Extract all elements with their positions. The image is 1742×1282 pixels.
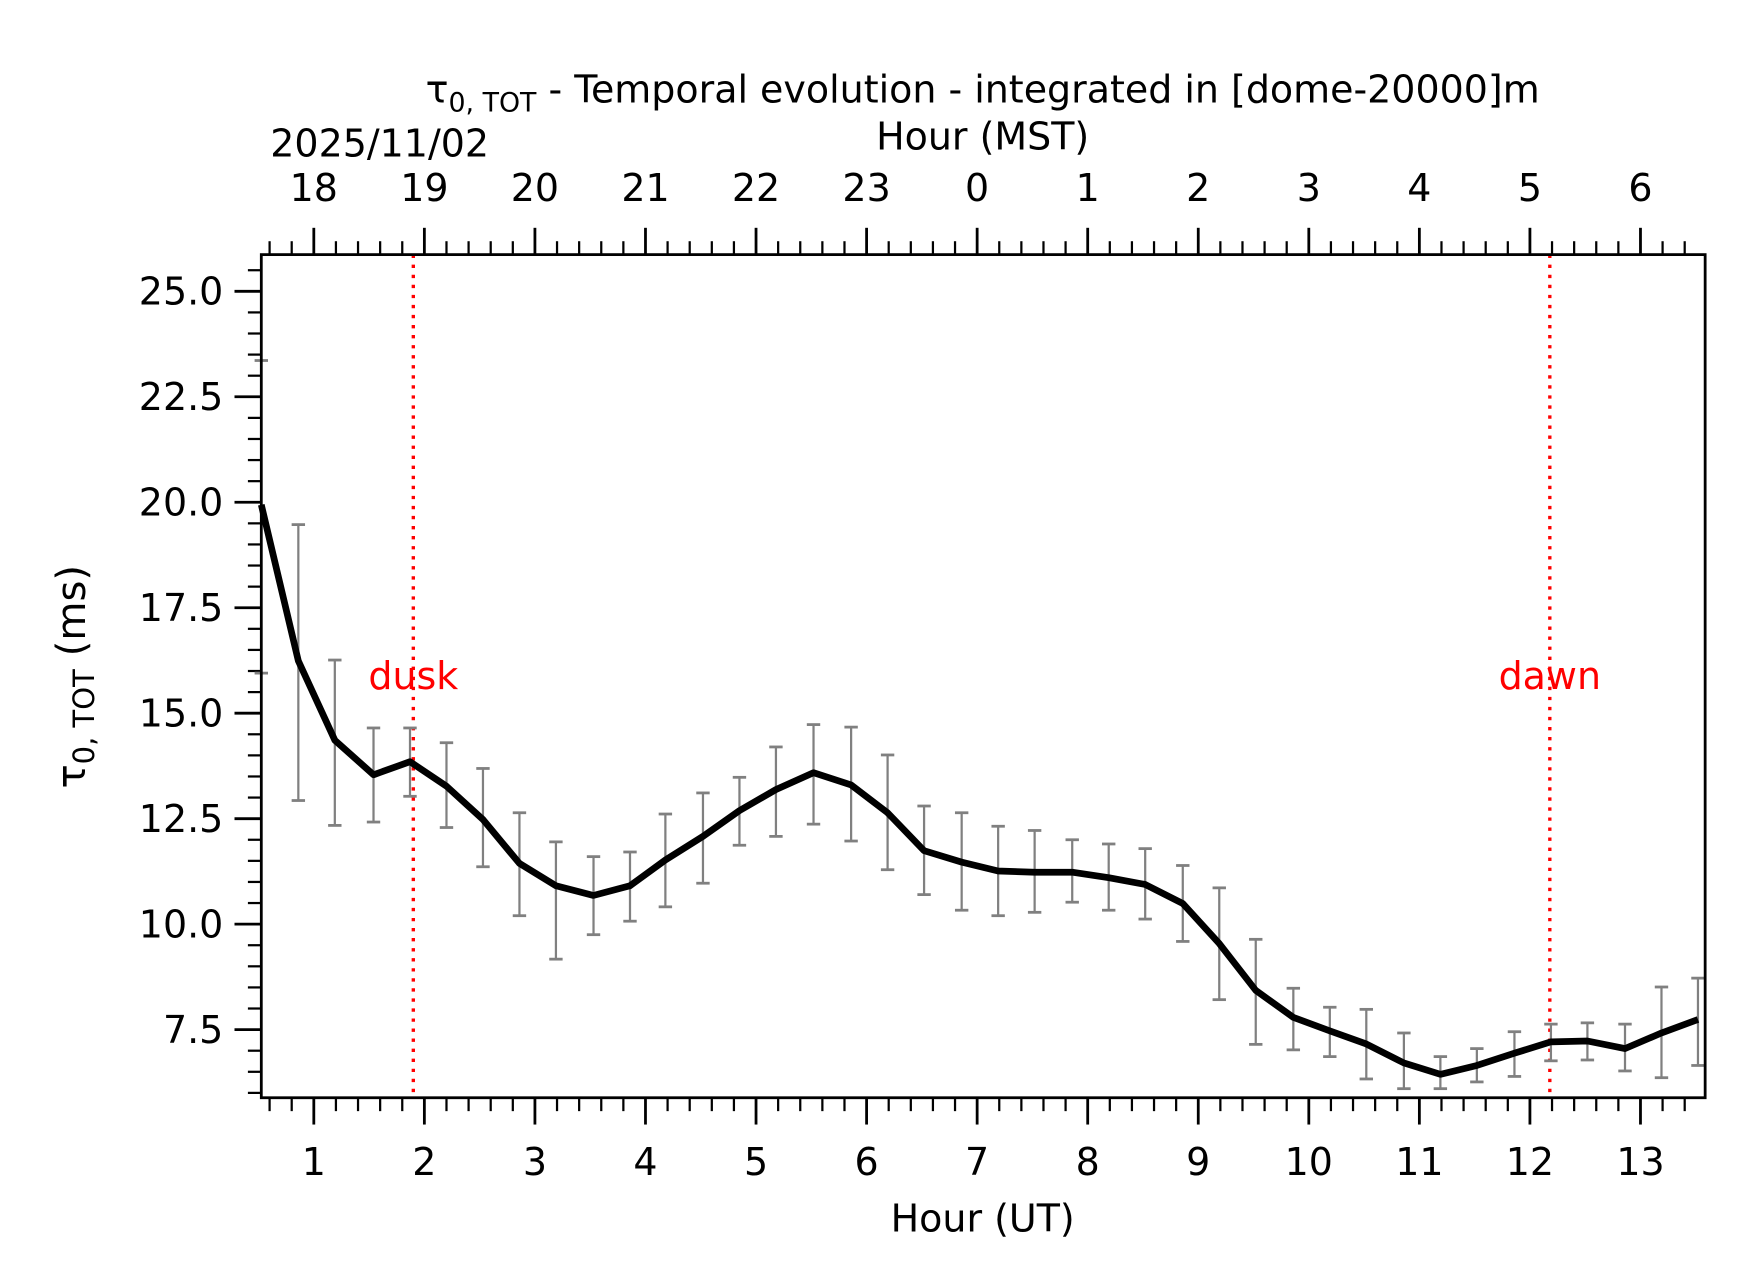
x-top-tick-label: 19	[400, 166, 448, 210]
y-tick-label: 12.5	[139, 797, 224, 841]
y-tick-label: 15.0	[139, 692, 224, 736]
x-axis-top-label: Hour (MST)	[876, 115, 1089, 159]
x-top-tick-label: 1	[1076, 166, 1100, 210]
annotation-label-dawn: dawn	[1499, 654, 1601, 698]
x-top-tick-label: 3	[1297, 166, 1321, 210]
y-tick-label: 20.0	[139, 481, 224, 525]
y-tick-label: 7.5	[163, 1008, 223, 1052]
x-top-tick-label: 18	[290, 166, 338, 210]
x-tick-label: 3	[523, 1140, 547, 1184]
plot-frame	[259, 253, 1707, 1100]
y-tick-label: 10.0	[139, 903, 224, 947]
x-top-tick-label: 20	[511, 166, 559, 210]
y-tick-label: 17.5	[139, 586, 224, 630]
x-tick-label: 4	[633, 1140, 657, 1184]
y-tick-label: 22.5	[139, 375, 224, 419]
plot-marks: dusk dawn	[254, 254, 1705, 1098]
axes: 1182193204215226237081921031141251367.51…	[139, 166, 1686, 1184]
x-top-tick-label: 23	[842, 166, 890, 210]
x-axis-label: Hour (UT)	[891, 1197, 1075, 1241]
x-tick-label: 13	[1616, 1140, 1664, 1184]
x-top-tick-label: 4	[1407, 166, 1431, 210]
x-tick-label: 1	[302, 1140, 326, 1184]
x-tick-label: 8	[1076, 1140, 1100, 1184]
error-bar	[549, 840, 563, 961]
x-tick-label: 12	[1506, 1140, 1554, 1184]
x-top-tick-label: 6	[1628, 166, 1652, 210]
x-tick-label: 9	[1186, 1140, 1210, 1184]
annotation-label-dusk: dusk	[368, 654, 458, 698]
y-tick-label: 25.0	[139, 270, 224, 314]
x-tick-label: 2	[412, 1140, 436, 1184]
y-axis-label: τ0, TOT (ms)	[49, 565, 101, 789]
series-line	[258, 504, 1700, 1078]
date-label: 2025/11/02	[270, 121, 489, 165]
chart-title: τ0, TOT - Temporal evolution - integrate…	[426, 68, 1540, 119]
x-top-tick-label: 2	[1186, 166, 1210, 210]
x-tick-label: 5	[744, 1140, 768, 1184]
x-tick-label: 7	[965, 1140, 989, 1184]
x-tick-label: 6	[855, 1140, 879, 1184]
x-top-tick-label: 21	[621, 166, 669, 210]
x-top-tick-label: 0	[965, 166, 989, 210]
x-top-tick-label: 5	[1518, 166, 1542, 210]
x-top-tick-label: 22	[732, 166, 780, 210]
x-tick-label: 11	[1395, 1140, 1443, 1184]
x-tick-label: 10	[1285, 1140, 1333, 1184]
